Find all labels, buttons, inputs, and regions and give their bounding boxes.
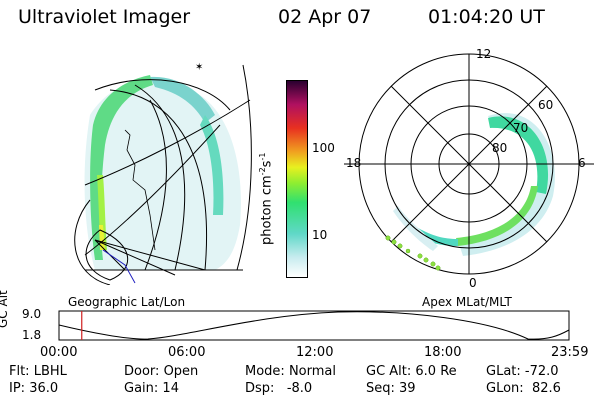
info-dsp: Dsp: -8.0 — [245, 381, 313, 396]
orbit-x-tick-1800: 18:00 — [424, 345, 462, 360]
orbit-y-tick-max: 9.0 — [22, 307, 42, 321]
orbit-altitude-curve — [58, 311, 570, 340]
orbit-x-tick-2359: 23:59 — [551, 345, 589, 360]
mlt-label-12: 12 — [476, 47, 492, 61]
orbit-altitude-plot — [58, 310, 570, 341]
dayglow-points — [385, 235, 441, 271]
info-flt: Flt: LBHL — [9, 364, 67, 379]
info-seq: Seq: 39 — [366, 381, 416, 396]
sun-marker: ✶ — [195, 62, 203, 73]
polar-grid — [344, 53, 594, 275]
aurora-emission — [84, 75, 241, 270]
info-glat: GLat: -72.0 — [486, 364, 559, 379]
mlat-label-80: 80 — [492, 141, 508, 155]
image-date: 02 Apr 07 — [278, 6, 372, 28]
orbit-x-tick-0000: 00:00 — [40, 345, 78, 360]
colorbar-tick-10: 10 — [312, 228, 328, 242]
geographic-image-panel: ✶ — [74, 62, 252, 285]
app-title: Ultraviolet Imager — [18, 6, 191, 28]
info-gain: Gain: 14 — [124, 381, 179, 396]
orbit-x-tick-1200: 12:00 — [296, 345, 334, 360]
info-mode: Mode: Normal — [245, 364, 336, 379]
intensity-colorbar — [286, 80, 308, 278]
info-ip: IP: 36.0 — [9, 381, 59, 396]
polar-image-panel — [344, 53, 594, 275]
mlt-label-6: 6 — [578, 156, 586, 170]
colorbar-unit-label: photon cm-2s-1 — [258, 152, 275, 245]
orbit-plot-frame — [58, 310, 570, 341]
orbit-x-tick-0600: 06:00 — [168, 345, 206, 360]
mlt-label-18: 18 — [346, 156, 362, 170]
left-panel-caption: Geographic Lat/Lon — [68, 295, 186, 309]
colorbar-tick-100: 100 — [312, 141, 335, 155]
orbit-y-label: GC Alt — [0, 290, 10, 328]
orbit-y-tick-min: 1.8 — [22, 328, 42, 342]
mlat-label-60: 60 — [538, 98, 554, 112]
mlt-label-0: 0 — [469, 276, 477, 290]
info-glon: GLon: 82.6 — [486, 381, 561, 396]
info-gc-alt: GC Alt: 6.0 Re — [366, 364, 457, 379]
mlat-label-70: 70 — [513, 121, 529, 135]
info-door: Door: Open — [124, 364, 199, 379]
image-time: 01:04:20 UT — [428, 6, 545, 28]
right-panel-caption: Apex MLat/MLT — [422, 295, 512, 309]
orbit-track — [102, 249, 136, 284]
